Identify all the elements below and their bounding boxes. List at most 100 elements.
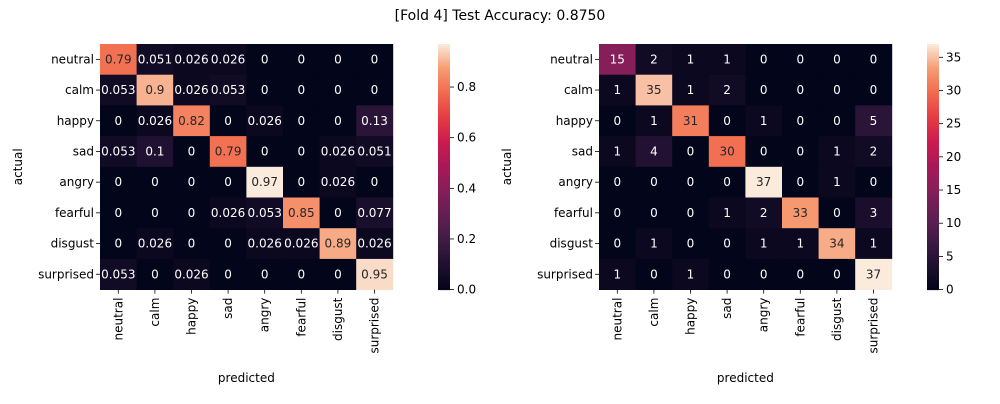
colorbar-segment: [438, 76, 450, 80]
colorbar-segment: [438, 52, 450, 55]
colorbar-segment: [927, 113, 939, 117]
cell-value-label: 0: [188, 237, 196, 251]
cell-value-label: 0.026: [174, 267, 208, 281]
cell-value-label: 0.97: [251, 175, 278, 189]
colorbar-segment: [438, 265, 450, 268]
heatmap-cell: [100, 197, 137, 229]
heatmap-cell: [246, 74, 284, 106]
colorbar-segment: [438, 50, 450, 53]
y-tick-label: calm: [65, 83, 94, 97]
cell-value-label: 0.026: [174, 83, 208, 97]
heatmap-1: 0.79 0.051 0.026 0.026 0 0 0 00.053 0.9 0.026 0.05…: [11, 44, 476, 385]
colorbar-segment: [438, 252, 450, 256]
colorbar-segment: [438, 269, 450, 272]
colorbar-segment: [438, 260, 450, 264]
cell-value-label: 0.79: [105, 52, 132, 66]
heatmap-cell: [283, 228, 320, 260]
colorbar-segment: [927, 164, 939, 168]
colorbar-segment: [438, 258, 450, 262]
colorbar-segment: [927, 172, 939, 176]
cell-value-label: 0.053: [248, 206, 282, 220]
colorbar-segment: [438, 174, 450, 178]
colorbar-segment: [927, 246, 939, 250]
colorbar-segment: [438, 72, 450, 76]
cell-value-label: 1: [613, 144, 621, 158]
colorbar-segment: [927, 162, 939, 166]
heatmap-cell: [319, 105, 357, 137]
heatmap-cell: [283, 44, 320, 76]
colorbar-segment: [438, 142, 450, 145]
colorbar-segment: [927, 84, 939, 88]
colorbar-segment: [438, 240, 450, 244]
colorbar-segment: [927, 123, 939, 127]
colorbar-segment: [438, 86, 450, 90]
colorbar-segment: [927, 189, 939, 192]
colorbar-segment: [438, 187, 450, 190]
cell-value-label: 2: [650, 52, 658, 66]
cell-value-label: 33: [793, 206, 808, 220]
colorbar-tick-label: 0.0: [457, 283, 476, 297]
colorbar-segment: [927, 209, 939, 213]
colorbar-segment: [927, 78, 939, 82]
y-tick-label: angry: [59, 175, 94, 189]
heatmap-cell: [599, 197, 636, 229]
heatmap-cell: [855, 136, 893, 168]
heatmap-cell: [782, 74, 819, 106]
colorbar-segment: [927, 103, 939, 106]
colorbar-segment: [438, 256, 450, 260]
cell-value-label: 1: [687, 52, 695, 66]
heatmap-cell: [356, 166, 394, 198]
cell-value-label: 0: [870, 83, 878, 97]
heatmap-cell: [209, 166, 247, 198]
cell-value-label: 0: [261, 52, 269, 66]
colorbar-segment: [438, 162, 450, 166]
cell-value-label: 34: [829, 237, 844, 251]
heatmap-cell: [319, 44, 357, 76]
colorbar-segment: [927, 269, 939, 272]
colorbar-segment: [927, 285, 939, 289]
cell-value-label: 0: [297, 175, 305, 189]
heatmap-cell: [745, 166, 783, 198]
heatmap-cell: [356, 136, 394, 168]
cell-value-label: 0: [833, 114, 841, 128]
cell-value-label: 5: [870, 114, 878, 128]
y-tick-label: angry: [558, 175, 593, 189]
heatmap-cell: [672, 74, 710, 106]
heatmap-cell: [136, 105, 174, 137]
colorbar-segment: [927, 279, 939, 282]
cell-value-label: 0.95: [361, 267, 388, 281]
y-tick-label: neutral: [550, 52, 593, 66]
heatmap-cell: [672, 105, 710, 137]
cell-value-label: 0: [151, 175, 159, 189]
colorbar-segment: [438, 54, 450, 57]
heatmap-cell: [745, 44, 783, 76]
colorbar-segment: [927, 62, 939, 65]
colorbar-segment: [927, 199, 939, 203]
colorbar-segment: [927, 82, 939, 86]
heatmap-cell: [635, 44, 673, 76]
x-tick-label: surprised: [867, 298, 881, 354]
colorbar-segment: [438, 207, 450, 211]
colorbar-segment: [438, 56, 450, 59]
colorbar-segment: [927, 271, 939, 274]
colorbar-segment: [927, 191, 939, 194]
colorbar-segment: [927, 99, 939, 102]
cell-value-label: 37: [756, 175, 771, 189]
heatmap-cell: [672, 166, 710, 198]
colorbar-segment: [927, 115, 939, 119]
colorbar-segment: [927, 287, 939, 291]
colorbar-segment: [927, 70, 939, 74]
y-tick-label: disgust: [51, 237, 95, 251]
cell-value-label: 0: [334, 83, 342, 97]
heatmap-cell: [635, 166, 673, 198]
cell-value-label: 1: [687, 267, 695, 281]
heatmap-cell: [855, 228, 893, 260]
y-axis-label: actual: [500, 148, 514, 185]
cell-value-label: 30: [719, 144, 734, 158]
heatmap-cell: [283, 166, 320, 198]
heatmap-cell: [708, 258, 746, 290]
colorbar-segment: [927, 183, 939, 186]
heatmap-cell: [356, 228, 394, 260]
colorbar-segment: [438, 123, 450, 127]
